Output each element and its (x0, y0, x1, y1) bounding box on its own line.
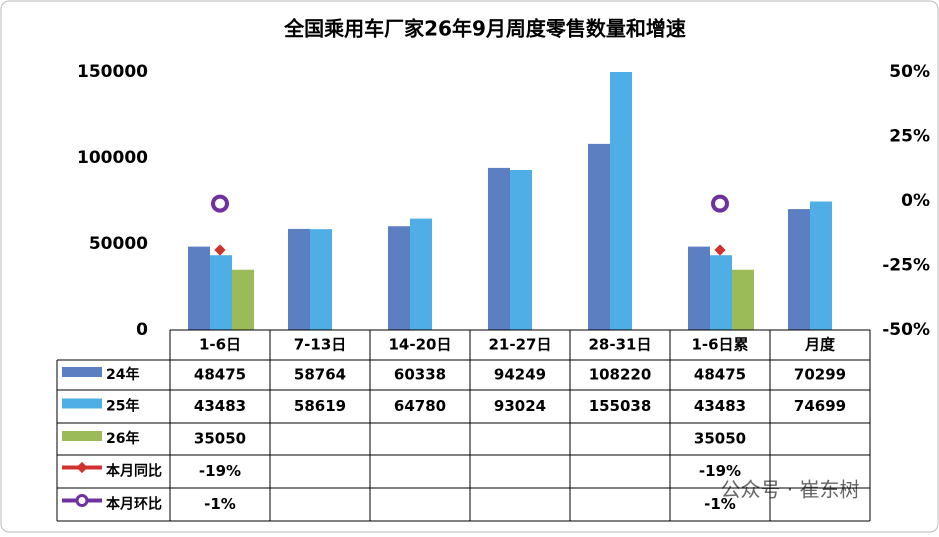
legend-label: 24年 (106, 366, 139, 383)
table-value: 93024 (494, 397, 546, 415)
bar (388, 226, 410, 330)
y2-tick-label: 50% (889, 62, 930, 82)
bar (310, 229, 332, 330)
table-value: 155038 (589, 397, 652, 415)
table-value: 43483 (194, 397, 246, 415)
point (214, 244, 226, 256)
bar (410, 218, 432, 330)
legend-key (62, 367, 102, 377)
bar (688, 246, 710, 330)
watermark: 公众号 · 崔东树 (720, 478, 859, 502)
data-table (56, 329, 871, 522)
table-value: -19% (199, 462, 241, 480)
table-value: -1% (204, 495, 236, 513)
x-tick-label: 7-13日 (294, 336, 347, 354)
table-value: -19% (699, 462, 741, 480)
table-value: 35050 (194, 430, 246, 448)
table-value: 48475 (194, 366, 246, 384)
bar (610, 72, 632, 330)
x-tick-label: 14-20日 (389, 336, 452, 354)
bar (588, 143, 610, 330)
point (714, 244, 726, 256)
y-tick-label: 50000 (89, 234, 148, 254)
bar (788, 209, 810, 330)
legend-marker (75, 494, 89, 507)
point (711, 194, 729, 213)
bar (732, 269, 754, 330)
legend-label: 26年 (106, 430, 139, 447)
bar (488, 167, 510, 330)
y-tick-label: 100000 (77, 148, 148, 168)
table-value: 58619 (294, 397, 346, 415)
table-value: -1% (704, 495, 736, 513)
x-tick-label: 21-27日 (489, 336, 552, 354)
x-tick-label: 月度 (804, 336, 836, 354)
legend-label: 25年 (106, 398, 139, 415)
table-value: 74699 (794, 397, 846, 415)
table-value: 48475 (694, 366, 746, 384)
y2-tick-label: -50% (882, 320, 930, 340)
x-tick-label: 28-31日 (589, 336, 652, 354)
point (211, 194, 229, 213)
bar (188, 246, 210, 330)
table-value: 70299 (794, 366, 846, 384)
bar (288, 228, 310, 330)
table-value: 58764 (294, 366, 346, 384)
table-value: 94249 (494, 366, 546, 384)
legend-label: 本月同比 (106, 463, 162, 480)
table-value: 108220 (589, 366, 652, 384)
table-value: 60338 (394, 366, 446, 384)
plot (188, 72, 832, 330)
table-value: 64780 (394, 397, 446, 415)
x-tick-label: 1-6日 (199, 336, 241, 354)
y2-tick-label: -25% (882, 256, 930, 276)
y2-tick-label: 25% (889, 127, 930, 147)
legend-label: 本月环比 (106, 496, 162, 513)
chart-title: 全国乘用车厂家26年9月周度零售数量和增速 (283, 17, 686, 41)
y2-tick-label: 0% (901, 191, 930, 211)
bar (810, 201, 832, 330)
x-tick-label: 1-6日累 (691, 336, 748, 354)
bar (710, 255, 732, 330)
table-value: 43483 (694, 397, 746, 415)
y-tick-label: 150000 (77, 62, 148, 82)
bar (210, 255, 232, 330)
table-value: 35050 (694, 430, 746, 448)
legend-key (62, 431, 102, 441)
y-tick-label: 0 (136, 320, 148, 340)
bar (232, 269, 254, 330)
legend-key (62, 398, 102, 409)
bar (510, 169, 532, 330)
